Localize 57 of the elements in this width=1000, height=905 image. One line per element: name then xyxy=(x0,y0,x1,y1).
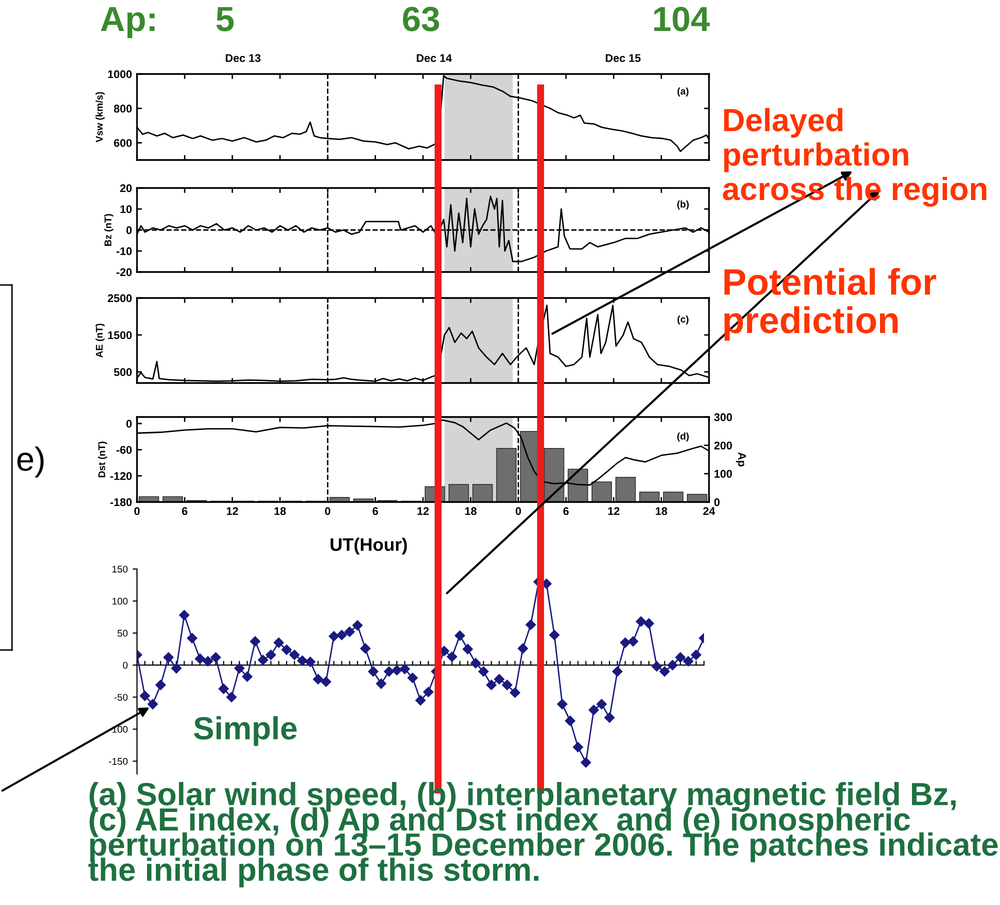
y-axis-title: Dst (nT) xyxy=(98,442,108,478)
y-tick-label: 1000 xyxy=(108,70,132,78)
y-tick-label: -20 xyxy=(116,268,132,276)
text: 63 xyxy=(402,6,440,32)
x-tick-label: 12 xyxy=(418,507,429,515)
x-tick-label: 12 xyxy=(608,507,620,515)
y-tick-label: 20 xyxy=(120,184,132,192)
y-tick-label: 0 xyxy=(126,420,132,428)
annotation: Simple xyxy=(194,716,297,746)
text: Dec 13 xyxy=(226,54,261,62)
y-tick-label: -180 xyxy=(110,498,132,506)
y-tick-label: 0 xyxy=(122,662,128,669)
x-tick-label: 6 xyxy=(563,507,569,516)
y-tick-label: 800 xyxy=(114,104,132,113)
x-tick-label: 0 xyxy=(325,507,330,516)
x-tick-label: 18 xyxy=(656,507,668,516)
text: e) xyxy=(17,446,44,478)
x-tick-label: 18 xyxy=(274,507,286,516)
y-tick-label: 2500 xyxy=(108,294,132,302)
y-tick-label: -50 xyxy=(114,694,128,701)
y-tick-label: 0 xyxy=(126,226,132,234)
y-axis-title: Bz (nT) xyxy=(104,214,114,246)
y-tick-label: 150 xyxy=(112,566,128,573)
y-tick-label: -60 xyxy=(116,446,132,454)
y-tick-label: -120 xyxy=(110,472,132,480)
y-axis-title: Vsw (km/s) xyxy=(96,92,105,142)
y-tick-label: 100 xyxy=(112,598,128,605)
x-tick-label: 0 xyxy=(516,507,521,516)
text: Dec 15 xyxy=(606,54,641,62)
text: Dec 14 xyxy=(416,54,452,62)
x-tick-label: 6 xyxy=(372,507,378,516)
y-tick-label: -150 xyxy=(108,758,128,765)
x-tick-label: 24 xyxy=(703,507,716,515)
x-tick-label: 18 xyxy=(465,507,477,516)
annotation: (a) xyxy=(678,87,688,97)
x-tick-label: 6 xyxy=(182,507,188,516)
y-tick-label: 50 xyxy=(118,630,128,637)
y-tick-label: 600 xyxy=(114,139,132,147)
annotation: (d) xyxy=(677,432,689,442)
annotation: (c) xyxy=(678,315,688,325)
y-tick-label: 10 xyxy=(120,205,132,214)
y-tick-label: 1500 xyxy=(108,331,132,340)
y2-tick-label: 300 xyxy=(714,413,732,422)
x-tick-label: 0 xyxy=(134,507,140,516)
y2-axis-title: Ap xyxy=(736,452,746,466)
text: Ap: xyxy=(100,7,155,38)
y-tick-label: -10 xyxy=(116,247,132,256)
x-tick-label: 12 xyxy=(226,507,238,515)
x-axis-title: UT(Hour) xyxy=(330,538,407,555)
text: 104 xyxy=(654,6,710,32)
annotation: (b) xyxy=(677,200,689,210)
y-axis-title: AE (nT) xyxy=(96,324,105,358)
y2-tick-label: 200 xyxy=(714,442,732,450)
text: 5 xyxy=(216,7,234,32)
y-tick-label: 500 xyxy=(114,368,132,376)
y2-tick-label: 100 xyxy=(714,470,732,478)
y2-tick-label: 0 xyxy=(714,498,720,506)
